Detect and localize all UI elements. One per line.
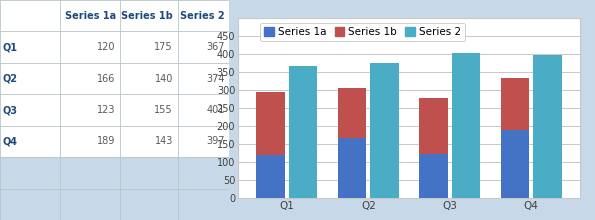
Bar (0, 0, 229, 31)
Text: 401: 401 (206, 105, 224, 115)
Text: 367: 367 (206, 42, 224, 52)
Text: 123: 123 (97, 105, 115, 115)
Bar (0, 63, 229, 94)
Text: 397: 397 (206, 136, 224, 147)
Text: Q1: Q1 (3, 42, 18, 52)
Text: 189: 189 (98, 136, 115, 147)
Bar (256, 92, 285, 155)
Bar (338, 88, 367, 138)
Bar (0, 126, 229, 157)
Text: Series 1a: Series 1a (65, 11, 115, 21)
Text: 155: 155 (154, 105, 173, 115)
Bar (0, 94, 229, 126)
Bar (256, 155, 285, 198)
Bar (501, 78, 529, 130)
Bar (338, 138, 367, 198)
Bar (419, 98, 448, 154)
Bar (0, 31, 229, 63)
Text: Q3: Q3 (3, 105, 18, 115)
Text: 374: 374 (206, 73, 224, 84)
Text: 120: 120 (97, 42, 115, 52)
Text: Q4: Q4 (3, 136, 18, 147)
Bar (533, 55, 562, 198)
Text: 140: 140 (155, 73, 173, 84)
Text: Series 2: Series 2 (180, 11, 224, 21)
Bar (501, 130, 529, 198)
Legend: Series 1a, Series 1b, Series 2: Series 1a, Series 1b, Series 2 (261, 23, 465, 41)
Text: Q2: Q2 (3, 73, 18, 84)
Bar (452, 53, 480, 198)
Bar (289, 66, 317, 198)
Text: Series 1b: Series 1b (121, 11, 173, 21)
Text: 175: 175 (154, 42, 173, 52)
Bar (370, 63, 399, 198)
Text: 166: 166 (98, 73, 115, 84)
Bar (419, 154, 448, 198)
Text: 143: 143 (155, 136, 173, 147)
